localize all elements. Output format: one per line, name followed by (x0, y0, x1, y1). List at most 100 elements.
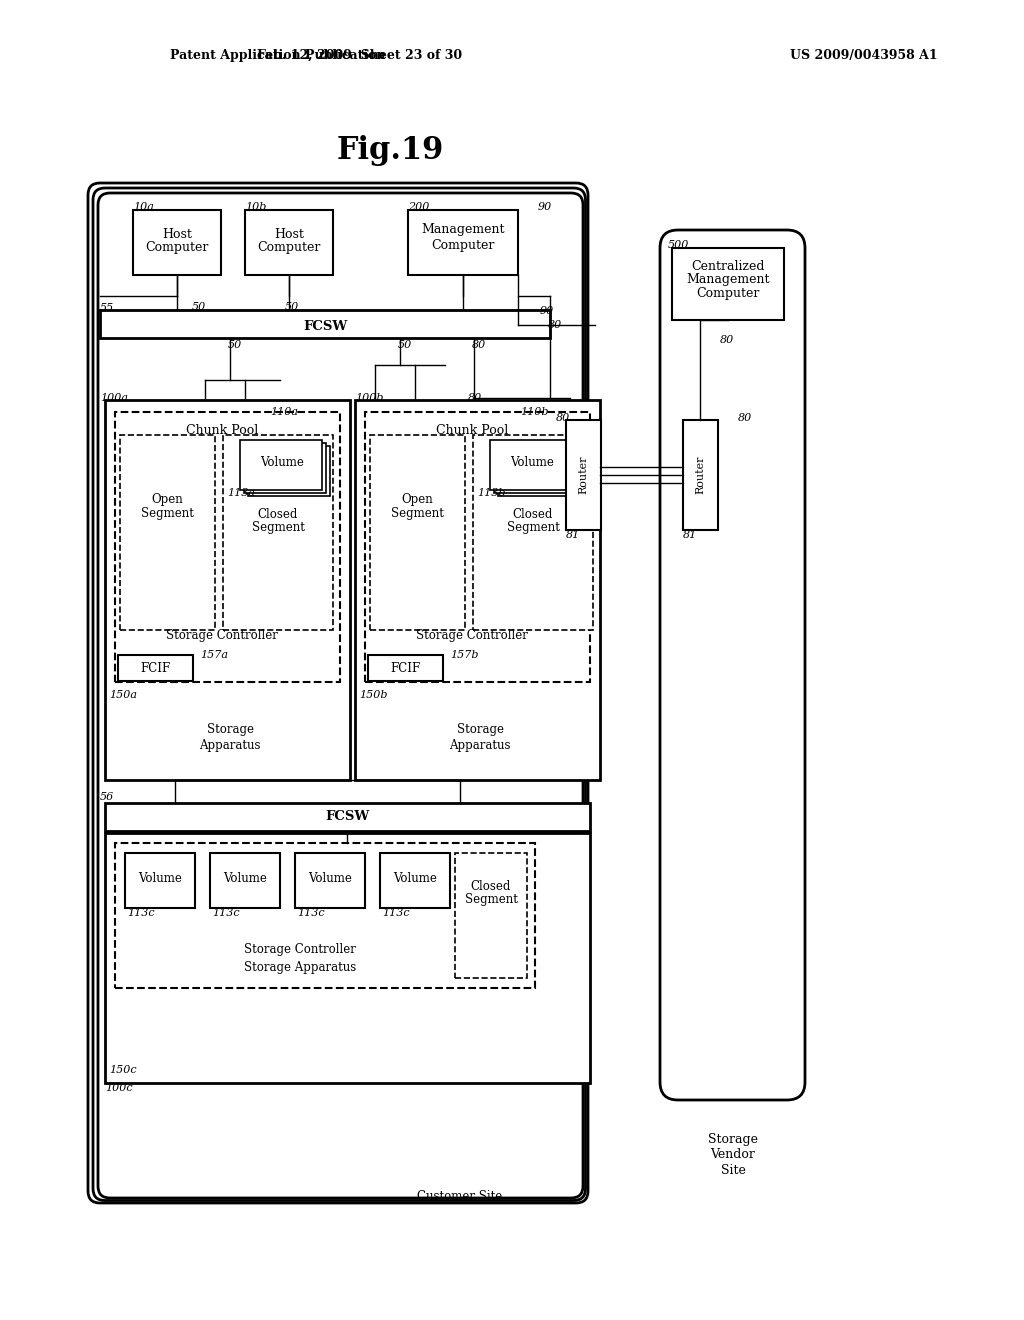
Text: Host: Host (274, 228, 304, 242)
Text: Chunk Pool: Chunk Pool (186, 424, 258, 437)
Text: 113c: 113c (297, 908, 325, 917)
Text: 100a: 100a (100, 393, 128, 403)
Bar (683, 420, 718, 531)
Text: Site: Site (721, 1163, 745, 1176)
Text: Storage Controller: Storage Controller (416, 630, 528, 643)
Text: Storage Apparatus: Storage Apparatus (244, 961, 356, 974)
Text: Management: Management (686, 273, 770, 286)
Text: 50: 50 (285, 302, 299, 312)
Text: Computer: Computer (145, 242, 209, 255)
Text: 157a: 157a (200, 649, 228, 660)
Bar (408, 210, 518, 275)
Text: Closed: Closed (258, 507, 298, 520)
Text: 110a: 110a (270, 407, 298, 417)
Text: 90: 90 (538, 202, 552, 213)
Text: 50: 50 (398, 341, 413, 350)
Bar (494, 444, 575, 492)
Text: Volume: Volume (223, 871, 267, 884)
Bar (118, 655, 193, 681)
Bar (244, 444, 326, 492)
Text: 100c: 100c (105, 1082, 133, 1093)
Bar (490, 440, 572, 490)
Bar (566, 420, 601, 531)
Text: FCIF: FCIF (140, 661, 170, 675)
Text: Open: Open (401, 494, 433, 507)
Text: Fig.19: Fig.19 (336, 135, 443, 165)
Text: Customer Site: Customer Site (418, 1189, 503, 1203)
Text: 113a: 113a (227, 488, 255, 498)
Bar (295, 853, 365, 908)
Text: Storage: Storage (708, 1134, 758, 1147)
Text: Volume: Volume (393, 871, 437, 884)
Text: Closed: Closed (471, 879, 511, 892)
Text: 81: 81 (683, 531, 697, 540)
FancyBboxPatch shape (660, 230, 805, 1100)
Text: FCSW: FCSW (303, 319, 347, 333)
Bar (380, 853, 450, 908)
Text: FCSW: FCSW (325, 810, 369, 824)
Text: Router: Router (695, 455, 705, 494)
Bar (473, 436, 593, 630)
Text: 80: 80 (548, 319, 562, 330)
Text: Closed: Closed (513, 507, 553, 520)
Text: 81: 81 (566, 531, 581, 540)
Text: Storage: Storage (207, 723, 254, 737)
Text: Volume: Volume (260, 455, 304, 469)
Bar (245, 210, 333, 275)
Text: 56: 56 (100, 792, 115, 803)
Bar (248, 446, 330, 496)
Text: Open: Open (152, 494, 183, 507)
FancyBboxPatch shape (93, 187, 586, 1200)
Bar (365, 412, 590, 682)
Text: 10a: 10a (133, 202, 154, 213)
Text: 80: 80 (556, 413, 570, 422)
Text: Computer: Computer (696, 288, 760, 301)
Bar (133, 210, 221, 275)
Bar (210, 853, 280, 908)
Text: Segment: Segment (465, 894, 517, 907)
Text: Storage: Storage (457, 723, 504, 737)
Text: Volume: Volume (308, 871, 352, 884)
Text: 80: 80 (472, 341, 486, 350)
Bar (105, 803, 590, 832)
Text: 90: 90 (540, 306, 554, 315)
Text: US 2009/0043958 A1: US 2009/0043958 A1 (790, 49, 938, 62)
Text: Segment: Segment (252, 521, 304, 535)
Text: 50: 50 (193, 302, 206, 312)
Text: Segment: Segment (507, 521, 559, 535)
Text: Computer: Computer (431, 239, 495, 252)
Text: 500: 500 (668, 240, 689, 249)
Text: Computer: Computer (257, 242, 321, 255)
Text: 150c: 150c (109, 1065, 136, 1074)
Bar (120, 436, 215, 630)
Text: Feb. 12, 2009  Sheet 23 of 30: Feb. 12, 2009 Sheet 23 of 30 (257, 49, 463, 62)
Bar (105, 400, 350, 780)
Bar (125, 853, 195, 908)
Text: 100b: 100b (355, 393, 384, 403)
Text: 200: 200 (408, 202, 429, 213)
Bar (240, 440, 322, 490)
Text: 157b: 157b (450, 649, 478, 660)
Text: 80: 80 (720, 335, 734, 345)
Bar (105, 833, 590, 1082)
Text: 110b: 110b (520, 407, 549, 417)
Text: Apparatus: Apparatus (200, 738, 261, 751)
Text: 80: 80 (738, 413, 753, 422)
Bar (455, 853, 527, 978)
Bar (355, 400, 600, 780)
FancyBboxPatch shape (88, 183, 588, 1203)
Text: 113c: 113c (127, 908, 155, 917)
Bar (223, 436, 333, 630)
Text: Centralized: Centralized (691, 260, 765, 273)
Text: 113c: 113c (382, 908, 410, 917)
Text: 150b: 150b (359, 690, 387, 700)
Text: 113c: 113c (212, 908, 240, 917)
Text: Volume: Volume (510, 455, 554, 469)
Text: Segment: Segment (390, 507, 443, 520)
Text: Management: Management (421, 223, 505, 236)
Text: 50: 50 (228, 341, 243, 350)
Text: 150a: 150a (109, 690, 137, 700)
Bar (672, 248, 784, 319)
Bar (115, 843, 535, 987)
Text: Apparatus: Apparatus (450, 738, 511, 751)
